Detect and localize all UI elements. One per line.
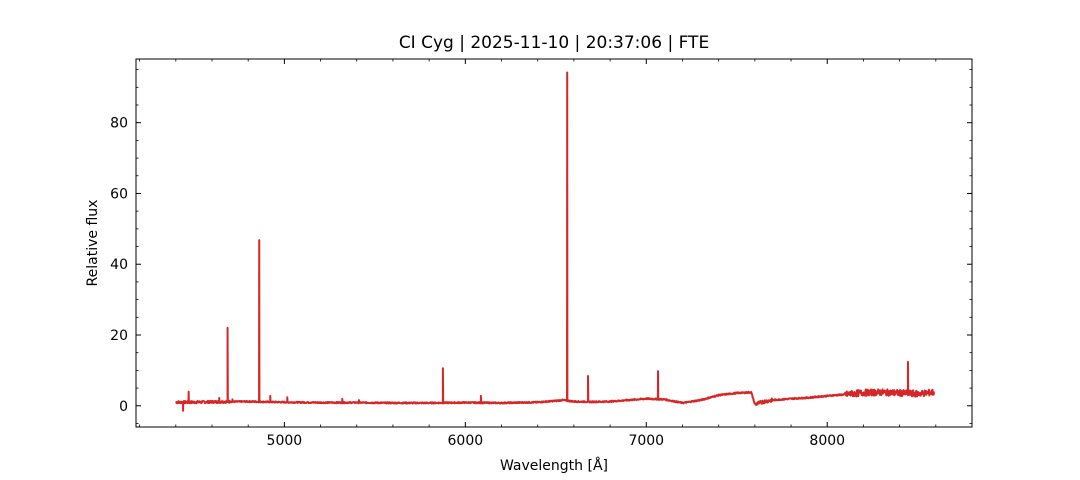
y-tick-label: 20 — [110, 328, 128, 344]
x-axis: 5000 6000 7000 8000 — [139, 59, 973, 449]
x-tick-label: 5000 — [267, 433, 303, 449]
x-tick-label: 6000 — [448, 433, 484, 449]
plot-area — [175, 71, 935, 412]
x-tick-label: 7000 — [628, 433, 664, 449]
chart-title: CI Cyg | 2025-11-10 | 20:37:06 | FTE — [399, 33, 709, 53]
x-axis-label: Wavelength [Å] — [500, 457, 608, 474]
y-tick-label: 0 — [119, 399, 128, 415]
plot-frame — [135, 58, 973, 428]
y-tick-label: 80 — [110, 116, 128, 132]
y-axis: 0 20 40 60 80 — [110, 69, 972, 424]
x-tick-label: 8000 — [809, 433, 845, 449]
y-tick-label: 60 — [110, 186, 128, 202]
y-tick-label: 40 — [110, 257, 128, 273]
spectrum-line — [175, 71, 935, 412]
y-axis-label: Relative flux — [85, 200, 101, 287]
